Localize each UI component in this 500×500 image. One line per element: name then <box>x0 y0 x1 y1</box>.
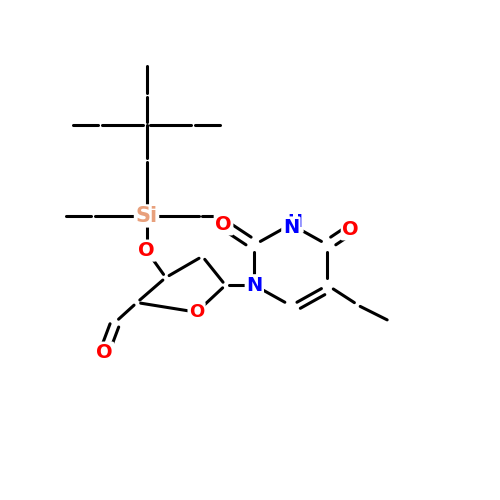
Text: N: N <box>246 276 262 294</box>
Text: H: H <box>287 214 302 232</box>
Text: Si: Si <box>136 206 158 226</box>
Text: N: N <box>283 218 299 237</box>
Text: O: O <box>138 241 155 260</box>
Text: O: O <box>189 303 204 321</box>
Text: O: O <box>215 215 232 234</box>
Text: O: O <box>342 220 359 239</box>
Text: O: O <box>96 343 112 362</box>
